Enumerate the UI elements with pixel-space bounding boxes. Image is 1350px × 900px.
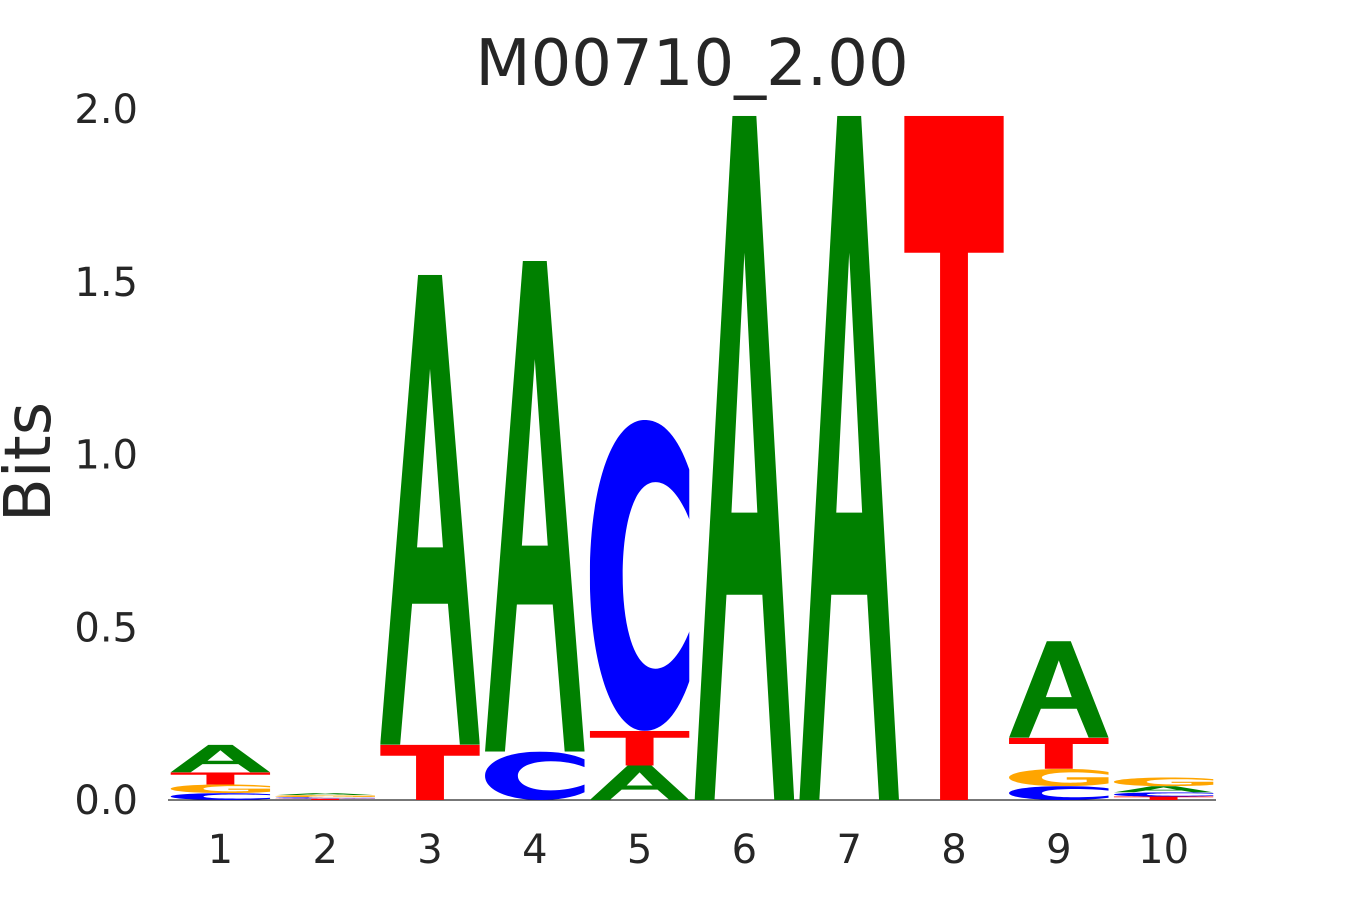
- y-axis-label: Bits: [0, 402, 66, 522]
- logo-stack-position-7: [799, 115, 899, 800]
- letter-A: [380, 274, 480, 745]
- y-tick-label: 1.0: [74, 433, 138, 479]
- x-tick-label: 4: [522, 827, 547, 873]
- letter-A: [589, 765, 690, 800]
- x-tick-label: 8: [941, 827, 966, 873]
- logo-stack-position-3: [380, 274, 480, 800]
- letter-G: [275, 795, 375, 798]
- letter-G: [170, 784, 271, 794]
- logo-stack-position-9: [1009, 641, 1109, 800]
- letter-T: [1009, 737, 1109, 769]
- letter-C: [589, 419, 690, 731]
- logo-stack-position-1: [170, 744, 271, 800]
- letter-A: [694, 115, 795, 800]
- letter-A: [170, 744, 271, 773]
- letter-G: [1113, 777, 1214, 787]
- letter-C: [170, 793, 271, 800]
- letter-C: [275, 797, 375, 799]
- logo-stack-position-4: [485, 261, 585, 800]
- logo-stack-position-5: [589, 419, 690, 800]
- letter-T: [589, 730, 690, 766]
- x-tick-label: 7: [836, 827, 861, 873]
- letter-C: [1113, 792, 1214, 797]
- logo-stack-position-2: [275, 793, 375, 800]
- y-tick-label: 0.5: [74, 605, 138, 651]
- letter-T: [380, 744, 480, 800]
- letter-A: [799, 115, 899, 800]
- logo-stack-position-6: [694, 115, 795, 800]
- y-tick-label: 1.5: [74, 260, 138, 306]
- x-tick-label: 10: [1138, 827, 1189, 873]
- x-tick-label: 2: [312, 827, 337, 873]
- letter-A: [1113, 786, 1214, 793]
- chart-title: M00710_2.00: [475, 27, 908, 101]
- y-axis-ticks: 0.0 0.5 1.0 1.5 2.0: [74, 87, 138, 824]
- x-tick-label: 6: [732, 827, 757, 873]
- logo-stacks: [170, 115, 1214, 800]
- letter-A: [275, 793, 375, 796]
- letter-C: [1009, 786, 1109, 800]
- y-tick-label: 2.0: [74, 87, 138, 133]
- letter-G: [1009, 768, 1109, 787]
- letter-A: [485, 261, 585, 752]
- letter-C: [485, 751, 585, 800]
- letter-T: [904, 115, 1004, 800]
- x-axis-ticks: 1 2 3 4 5 6 7 8 9 10: [208, 827, 1189, 873]
- x-tick-label: 1: [208, 827, 233, 873]
- y-tick-label: 0.0: [74, 778, 138, 824]
- x-tick-label: 3: [417, 827, 442, 873]
- x-tick-label: 9: [1046, 827, 1071, 873]
- logo-stack-position-8: [904, 115, 1004, 800]
- x-tick-label: 5: [627, 827, 652, 873]
- letter-A: [1009, 641, 1109, 738]
- letter-T: [170, 772, 271, 785]
- logo-stack-position-10: [1113, 777, 1214, 800]
